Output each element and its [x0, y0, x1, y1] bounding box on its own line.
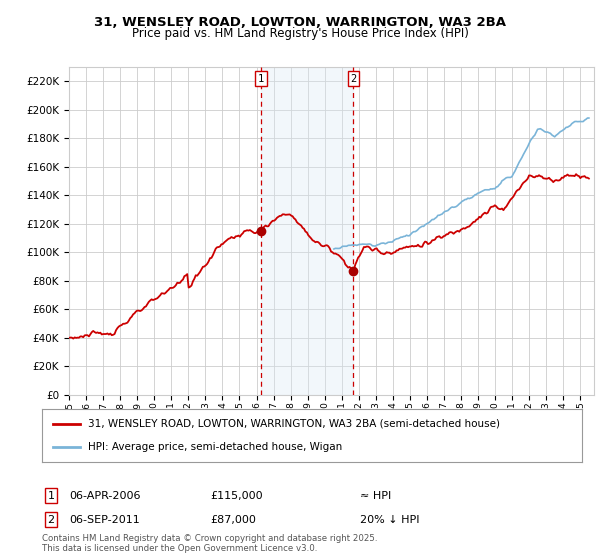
- Text: 20% ↓ HPI: 20% ↓ HPI: [360, 515, 419, 525]
- Text: 1: 1: [258, 73, 264, 83]
- Text: £115,000: £115,000: [210, 491, 263, 501]
- Text: 2: 2: [47, 515, 55, 525]
- Text: ≈ HPI: ≈ HPI: [360, 491, 391, 501]
- Text: Contains HM Land Registry data © Crown copyright and database right 2025.
This d: Contains HM Land Registry data © Crown c…: [42, 534, 377, 553]
- Text: 2: 2: [350, 73, 356, 83]
- Text: Price paid vs. HM Land Registry's House Price Index (HPI): Price paid vs. HM Land Registry's House …: [131, 27, 469, 40]
- Text: 06-APR-2006: 06-APR-2006: [69, 491, 140, 501]
- Text: HPI: Average price, semi-detached house, Wigan: HPI: Average price, semi-detached house,…: [88, 442, 342, 452]
- Text: 1: 1: [47, 491, 55, 501]
- Text: 31, WENSLEY ROAD, LOWTON, WARRINGTON, WA3 2BA (semi-detached house): 31, WENSLEY ROAD, LOWTON, WARRINGTON, WA…: [88, 419, 500, 429]
- Text: £87,000: £87,000: [210, 515, 256, 525]
- Bar: [261, 67, 353, 395]
- Text: 31, WENSLEY ROAD, LOWTON, WARRINGTON, WA3 2BA: 31, WENSLEY ROAD, LOWTON, WARRINGTON, WA…: [94, 16, 506, 29]
- Text: 06-SEP-2011: 06-SEP-2011: [69, 515, 140, 525]
